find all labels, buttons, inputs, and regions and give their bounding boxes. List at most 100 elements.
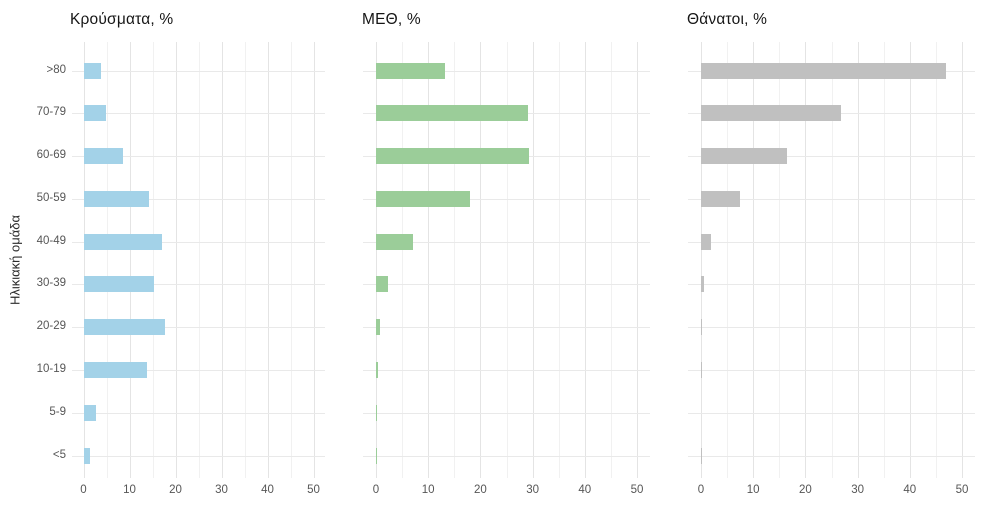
bar [83,148,124,165]
bar [701,319,702,336]
row-gridline [72,241,325,243]
major-gridline [584,42,586,478]
x-tick-label: 0 [372,484,380,496]
x-tick-label: 50 [955,484,969,496]
x-tick-label: 10 [123,484,136,496]
bar [83,319,165,336]
bar [701,105,842,122]
major-gridline [532,42,534,478]
row-gridline [72,327,325,329]
row-gridline [688,241,975,243]
panel-title-icu: ΜΕΘ, % [362,11,421,28]
minor-gridline [610,42,612,478]
row-gridline [688,412,975,414]
bar [376,62,445,79]
plot-area-cases [72,42,325,478]
bar [701,276,705,293]
bar [376,447,378,464]
row-gridline [363,327,650,329]
row-gridline [72,156,325,158]
x-tick-label: 50 [630,484,644,496]
minor-gridline [883,42,885,478]
major-gridline [83,42,85,478]
bar [376,148,530,165]
x-tick-label: 20 [473,484,487,496]
bar [83,447,91,464]
y-tick-label: >80 [46,63,66,76]
bar [83,105,106,122]
x-tick-label: 40 [903,484,917,496]
bar [83,190,150,207]
row-gridline [363,284,650,286]
x-tick-label: 20 [798,484,812,496]
row-gridline [363,198,650,200]
major-gridline [962,42,963,478]
row-gridline [363,455,650,457]
minor-gridline [198,42,200,478]
major-gridline [428,42,430,478]
row-gridline [363,241,650,243]
minor-gridline [779,42,781,478]
y-tick-label: 10-19 [36,363,66,375]
bar [701,62,947,79]
major-gridline [480,42,482,478]
row-gridline [688,327,975,329]
plot-area-icu [363,42,650,478]
minor-gridline [935,42,937,478]
panel-title-cases: Κρούσματα, % [70,11,174,28]
y-tick-label: 50-59 [36,191,66,204]
bar [83,276,155,293]
row-gridline [363,70,650,72]
y-axis-title: Ηλικιακή ομάδα [7,214,23,306]
row-gridline [688,156,975,158]
bar [701,447,702,464]
major-gridline [129,42,131,478]
minor-gridline [290,42,292,478]
row-gridline [363,412,650,414]
x-tick-label: 50 [307,484,320,496]
x-tick-label: 0 [80,484,87,496]
x-tick-label: 30 [851,484,864,496]
minor-gridline [506,42,508,478]
minor-gridline [831,42,833,478]
x-tick-label: 40 [578,484,592,496]
x-tick-label: 10 [421,484,435,496]
bar [701,148,788,165]
major-gridline [753,42,755,478]
y-tick-label: 5-9 [49,405,66,418]
bar [376,105,528,122]
row-gridline [72,198,325,200]
y-tick-label: 60-69 [36,149,66,162]
x-tick-label: 30 [526,484,539,496]
major-gridline [857,42,859,478]
bar [83,233,162,250]
major-gridline [805,42,807,478]
bar [701,362,702,378]
y-tick-label: 30-39 [36,277,66,290]
row-gridline [363,370,650,371]
minor-gridline [106,42,108,478]
major-gridline [637,42,638,478]
bar [376,190,471,207]
minor-gridline [402,42,404,478]
bar [701,233,712,250]
plot-area-deaths [688,42,975,478]
row-gridline [688,455,975,457]
x-tick-label: 30 [215,484,228,496]
minor-gridline [558,42,560,478]
bar [376,404,377,421]
major-gridline [221,42,223,478]
x-tick-label: 20 [169,484,182,496]
bar [83,62,101,79]
x-tick-label: 0 [697,484,705,496]
y-tick-label: 20-29 [36,320,66,333]
major-gridline [701,42,702,478]
major-gridline [376,42,377,478]
row-gridline [72,455,325,457]
row-gridline [72,370,325,371]
minor-gridline [152,42,154,478]
bar [376,362,378,378]
minor-gridline [727,42,729,478]
minor-gridline [244,42,246,478]
